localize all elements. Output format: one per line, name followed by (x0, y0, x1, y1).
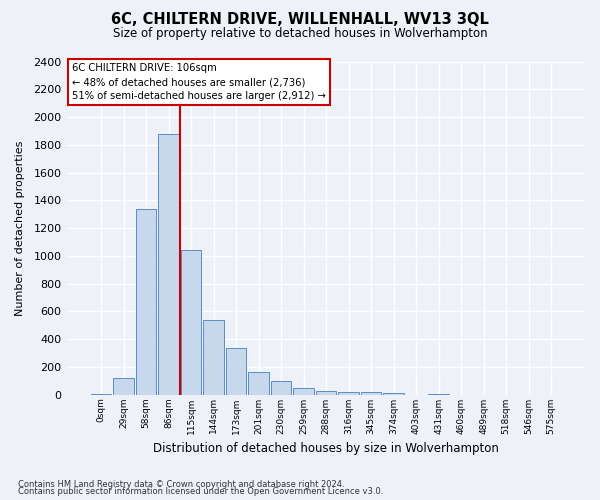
Bar (316, 391, 337, 394)
Bar (136, 208, 157, 394)
Bar (293, 388, 314, 394)
Bar (203, 320, 224, 394)
Text: Size of property relative to detached houses in Wolverhampton: Size of property relative to detached ho… (113, 28, 487, 40)
Text: Contains public sector information licensed under the Open Government Licence v3: Contains public sector information licen… (18, 487, 383, 496)
Text: Contains HM Land Registry data © Crown copyright and database right 2024.: Contains HM Land Registry data © Crown c… (18, 480, 344, 489)
Bar (271, 380, 292, 394)
Bar (181, 250, 202, 394)
Bar (338, 392, 359, 394)
Bar (361, 392, 382, 394)
Y-axis label: Number of detached properties: Number of detached properties (15, 140, 25, 316)
Bar (113, 378, 134, 394)
X-axis label: Distribution of detached houses by size in Wolverhampton: Distribution of detached houses by size … (153, 442, 499, 455)
Text: 6C, CHILTERN DRIVE, WILLENHALL, WV13 3QL: 6C, CHILTERN DRIVE, WILLENHALL, WV13 3QL (111, 12, 489, 28)
Bar (248, 372, 269, 394)
Bar (383, 393, 404, 394)
Bar (158, 134, 179, 394)
Bar (226, 348, 247, 395)
Text: 6C CHILTERN DRIVE: 106sqm
← 48% of detached houses are smaller (2,736)
51% of se: 6C CHILTERN DRIVE: 106sqm ← 48% of detac… (73, 63, 326, 101)
